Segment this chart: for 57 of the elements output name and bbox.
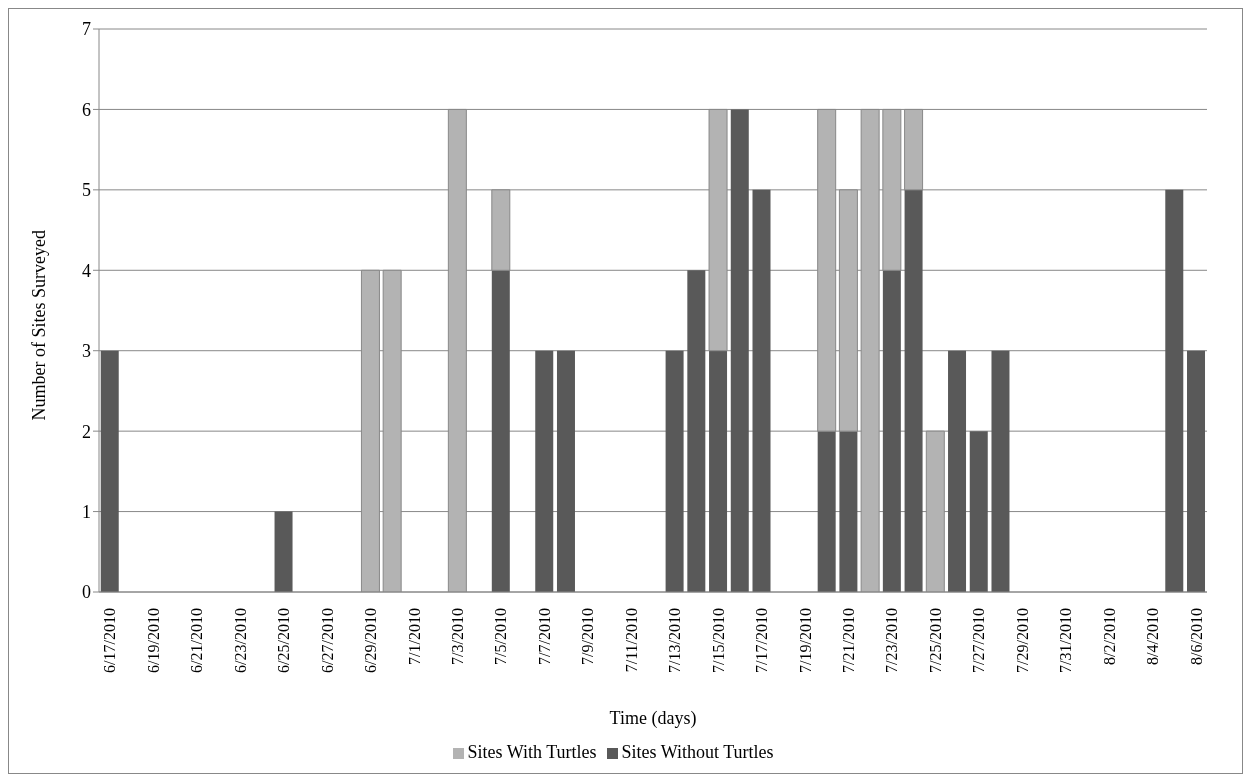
x-tick-label: 7/31/2010	[1057, 608, 1075, 673]
bar	[665, 350, 684, 592]
bar	[969, 431, 988, 592]
bar	[274, 511, 293, 592]
x-tick-label: 7/25/2010	[926, 608, 944, 673]
bar	[991, 350, 1010, 592]
bar	[687, 270, 706, 592]
x-tick-label: 6/21/2010	[188, 608, 206, 673]
bar	[1187, 350, 1206, 592]
x-tick-label: 7/19/2010	[796, 608, 814, 673]
bar	[556, 350, 575, 592]
x-tick-label: 6/23/2010	[231, 608, 249, 673]
bar	[1165, 189, 1184, 592]
y-tick-label: 2	[82, 421, 91, 442]
x-tick-label: 6/19/2010	[144, 608, 162, 673]
x-axis-title: Time (days)	[609, 708, 697, 729]
y-tick-label: 5	[82, 180, 91, 201]
x-tick-label: 7/11/2010	[622, 608, 640, 673]
bar	[100, 350, 119, 592]
x-tick-label: 7/17/2010	[753, 608, 771, 673]
y-tick-label: 1	[82, 501, 91, 522]
x-tick-label: 7/23/2010	[883, 608, 901, 673]
bar	[730, 109, 749, 592]
y-tick-label: 0	[82, 582, 91, 603]
bar	[752, 189, 771, 592]
x-tick-label: 7/21/2010	[840, 608, 858, 673]
legend-label: Sites With Turtles	[467, 742, 597, 762]
y-tick-label: 3	[82, 341, 91, 362]
bar	[817, 431, 836, 592]
x-tick-label: 6/27/2010	[318, 608, 336, 673]
legend-label: Sites Without Turtles	[621, 742, 774, 762]
x-tick-label: 8/2/2010	[1100, 608, 1118, 665]
x-tick-label: 7/5/2010	[492, 608, 510, 665]
y-axis-title: Number of Sites Surveyed	[29, 230, 50, 421]
x-tick-label: 7/15/2010	[709, 608, 727, 673]
x-tick-label: 7/9/2010	[579, 608, 597, 665]
x-tick-label: 7/3/2010	[448, 608, 466, 665]
bar	[904, 189, 923, 592]
bar	[948, 350, 967, 592]
bar	[491, 270, 510, 592]
x-tick-label: 7/7/2010	[535, 608, 553, 665]
x-tick-label: 7/1/2010	[405, 608, 423, 665]
x-tick-label: 8/4/2010	[1144, 608, 1162, 665]
x-tick-label: 6/29/2010	[362, 608, 380, 673]
y-tick-label: 7	[82, 19, 91, 40]
y-tick-label: 4	[82, 260, 91, 281]
bar	[709, 350, 728, 592]
bar	[535, 350, 554, 592]
x-tick-label: 7/29/2010	[1013, 608, 1031, 673]
bar	[839, 431, 858, 592]
x-tick-label: 7/13/2010	[666, 608, 684, 673]
x-tick-label: 7/27/2010	[970, 608, 988, 673]
bar	[882, 270, 901, 592]
x-tick-label: 6/25/2010	[275, 608, 293, 673]
x-tick-label: 6/17/2010	[101, 608, 119, 673]
x-tick-label: 8/6/2010	[1187, 608, 1205, 665]
y-tick-label: 6	[82, 99, 91, 120]
